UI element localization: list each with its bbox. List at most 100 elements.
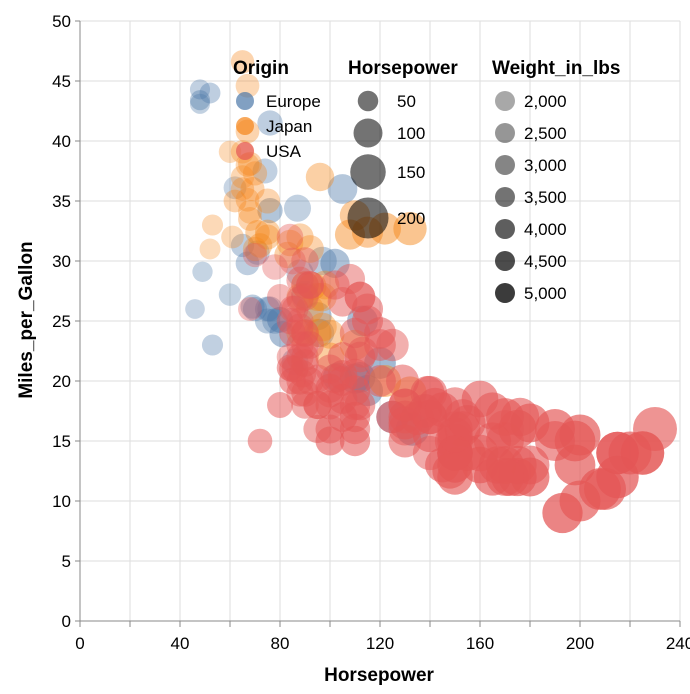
legend-weight-title: Weight_in_lbs [492,58,620,79]
x-tick-label: 0 [75,634,84,653]
legend-weight-label: 4,500 [524,252,567,271]
data-point-usa [315,390,345,420]
data-point-europe [286,259,314,287]
data-point-usa [291,391,319,419]
data-point-europe [218,283,242,306]
data-point-usa [303,364,332,393]
y-tick-label: 25 [52,312,71,331]
legend-weight-label: 3,500 [524,188,567,207]
legend-horsepower-label: 100 [397,124,425,143]
data-point-usa [327,286,358,317]
data-point-japan [242,236,268,262]
data-point-usa [596,455,639,499]
data-point-japan [310,270,340,300]
data-point-usa [291,247,319,275]
data-point-europe [308,246,337,276]
legend-weight: Weight_in_lbs 2,000 2,500 3,000 3,500 4,000 4… [492,58,620,303]
data-point-europe [223,176,247,200]
data-point-japan [235,73,260,98]
y-tick-label: 20 [52,372,71,391]
legend-weight-label: 3,000 [524,156,567,175]
data-point-japan [274,241,301,269]
x-axis-title: Horsepower [324,665,434,686]
x-tick-label: 80 [271,634,290,653]
data-point-usa [376,328,409,362]
data-point-usa [296,331,324,359]
data-point-japan [276,229,304,257]
y-tick-label: 0 [62,612,71,631]
data-point-europe [257,296,283,322]
data-points [185,50,677,534]
data-point-usa [364,329,396,361]
legend-weight-symbol [495,187,515,207]
legend-origin-label: Europe [266,92,321,111]
data-point-usa [633,407,677,451]
data-point-japan [291,271,319,299]
y-tick-label: 40 [52,132,71,151]
legend-horsepower-symbol [357,90,379,112]
legend-origin-label: Japan [266,117,312,136]
data-point-europe [254,296,281,322]
data-point-usa [291,283,319,311]
data-point-usa [267,392,293,418]
data-point-usa [279,247,306,275]
legend-weight-symbol [495,123,515,143]
data-point-japan [199,238,221,260]
data-point-japan [296,295,324,323]
x-tick-label: 160 [466,634,494,653]
data-point-usa [286,331,314,359]
data-point-usa [291,271,319,299]
data-point-europe [262,308,288,334]
data-point-japan [230,177,255,201]
data-point-usa [334,263,366,295]
data-point-japan [305,162,335,192]
data-point-usa [281,295,309,323]
data-point-usa [320,270,350,300]
data-point-usa [364,365,396,397]
data-point-europe [189,93,211,114]
legend-origin-title: Origin [233,58,289,79]
data-point-japan [303,282,332,312]
legend-horsepower-symbol [350,154,386,190]
axes: 0 5 10 15 20 25 30 35 40 45 50 0 40 80 120 160 200 240 [52,12,690,653]
data-point-japan [240,176,265,202]
data-point-europe [240,294,265,319]
data-point-japan [254,219,281,245]
data-point-usa [286,307,314,335]
data-point-usa [291,349,319,377]
data-point-usa [276,223,304,251]
legend-origin-swatch [236,142,254,160]
data-point-europe [201,334,224,356]
legend-weight-symbol [495,283,515,303]
data-point-usa [247,428,273,454]
data-point-usa [276,307,304,335]
data-point-europe [235,251,260,276]
data-point-europe [254,308,281,334]
legend-weight-symbol [495,251,515,271]
data-point-europe [283,194,312,222]
data-point-usa [296,271,324,299]
data-point-japan [315,319,345,349]
data-point-usa [303,390,332,420]
legend-horsepower-symbol [353,118,383,148]
data-point-europe [189,79,211,100]
data-point-japan [393,211,427,246]
legend-horsepower-label: 50 [397,92,416,111]
data-point-europe [327,174,358,204]
data-point-usa [286,285,314,314]
data-point-europe [192,261,213,282]
data-point-japan [298,272,327,301]
data-point-japan [286,223,314,251]
x-tick-label: 40 [171,634,190,653]
data-point-japan [254,224,281,250]
data-point-europe [199,82,221,104]
data-point-japan [235,187,260,212]
legend-weight-label: 2,000 [524,92,567,111]
y-tick-label: 15 [52,432,71,451]
legend-origin-swatch [236,92,254,110]
data-point-usa [286,313,314,341]
data-point-japan [230,165,255,189]
legend-weight-label: 4,000 [524,220,567,239]
legend-weight-symbol [495,155,515,175]
